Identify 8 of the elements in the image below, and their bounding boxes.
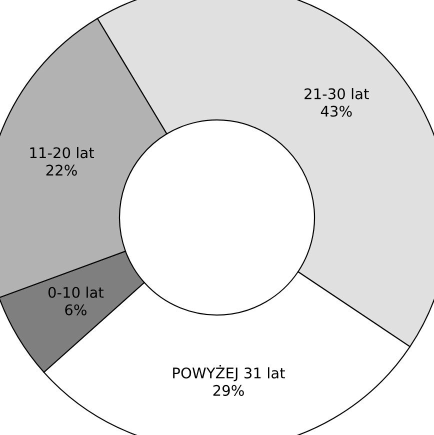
data-label: 43% [320,106,352,117]
slice-label: 0-10 lat [48,286,104,298]
slice-label: 11-20 lat [30,146,94,158]
slice-label: POWYŻEJ 31 lat [173,365,285,382]
data-label: 6% [65,304,86,316]
slice-label: 21-30 lat [304,88,369,100]
data-label: 22% [46,164,77,176]
data-label: 29% [213,384,244,396]
